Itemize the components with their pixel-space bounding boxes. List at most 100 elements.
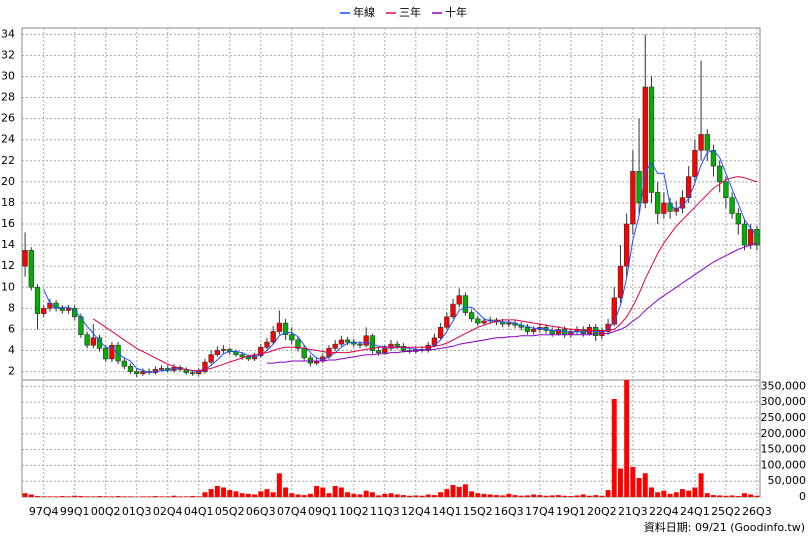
volume-bar — [432, 495, 437, 497]
volume-bar — [289, 493, 294, 497]
volume-bar — [209, 489, 214, 497]
volume-bar — [723, 496, 728, 497]
y-tick-label: 24 — [1, 133, 15, 146]
volume-bar — [109, 496, 114, 497]
candle-body — [289, 335, 294, 340]
x-tick-label: 26Q3 — [742, 505, 772, 518]
volume-bar — [29, 494, 34, 497]
volume-bar — [531, 494, 536, 497]
candle-body — [506, 323, 511, 324]
volume-bar — [327, 493, 332, 497]
candle-body — [662, 203, 667, 214]
y-tick-label: 26 — [1, 112, 15, 125]
volume-bar — [637, 478, 642, 497]
x-tick-label: 09Q1 — [308, 505, 338, 518]
candle-body — [364, 336, 369, 345]
volume-bar — [227, 490, 232, 497]
candle-body — [624, 224, 629, 266]
y-tick-label: 18 — [1, 196, 15, 209]
footnote: 資料日期: 09/21 (Goodinfo.tw) — [644, 520, 805, 534]
volume-bar — [699, 473, 704, 497]
candle-body — [159, 368, 164, 369]
volume-bar — [171, 496, 176, 497]
volume-bar — [426, 494, 431, 497]
candle-body — [438, 327, 443, 338]
y-tick-label: 20 — [1, 175, 15, 188]
candle-body — [134, 372, 139, 374]
x-tick-label: 25Q2 — [711, 505, 741, 518]
y2-tick-label: 350,000 — [761, 379, 807, 392]
candle-body — [693, 150, 698, 176]
volume-bar — [389, 493, 394, 497]
x-tick-label: 21Q3 — [618, 505, 648, 518]
volume-bar — [575, 495, 580, 497]
x-tick-label: 12Q4 — [401, 505, 431, 518]
volume-bar — [556, 495, 561, 497]
volume-bar — [277, 473, 282, 497]
candle-body — [221, 349, 226, 350]
volume-bar — [97, 496, 102, 497]
volume-bar — [264, 489, 269, 497]
candle-body — [122, 361, 127, 366]
volume-bar — [754, 496, 759, 497]
volume-bar — [66, 496, 71, 497]
volume-bar — [196, 496, 201, 497]
x-tick-label: 24Q1 — [680, 505, 710, 518]
volume-bar — [302, 495, 307, 497]
candle-body — [358, 344, 363, 345]
volume-bar — [544, 496, 549, 497]
candle-body — [742, 224, 747, 245]
volume-bar — [463, 484, 468, 497]
candle-body — [631, 171, 636, 224]
volume-bar — [233, 491, 238, 497]
volume-bar — [258, 491, 263, 497]
y2-tick-label: 250,000 — [761, 411, 807, 424]
volume-bar — [271, 492, 276, 497]
volume-bar — [649, 488, 654, 497]
y-tick-label: 2 — [8, 365, 15, 378]
volume-bar — [395, 494, 400, 497]
candle-body — [246, 357, 251, 359]
volume-bar — [41, 496, 46, 497]
x-tick-label: 16Q3 — [494, 505, 524, 518]
candle-body — [649, 87, 654, 192]
candle-body — [475, 319, 480, 323]
legend-label: 三年 — [399, 5, 421, 19]
volume-bar — [178, 496, 183, 497]
candle-body — [637, 171, 642, 203]
volume-bar — [333, 486, 338, 497]
y-tick-label: 34 — [1, 27, 15, 40]
candle-body — [444, 317, 449, 328]
candle-body — [736, 213, 741, 224]
y-tick-label: 6 — [8, 322, 15, 335]
volume-bar — [140, 496, 145, 497]
volume-bar — [488, 494, 493, 497]
volume-bar — [252, 494, 257, 497]
candle-body — [339, 340, 344, 344]
volume-bar — [500, 495, 505, 497]
x-tick-label: 14Q1 — [432, 505, 462, 518]
candle-body — [618, 266, 623, 298]
volume-bar — [730, 495, 735, 497]
volume-bar — [147, 496, 152, 497]
y2-tick-label: 200,000 — [761, 427, 807, 440]
volume-bar — [630, 467, 635, 497]
volume-bar — [661, 491, 666, 497]
candle-body — [128, 366, 133, 371]
volume-bar — [618, 469, 623, 497]
candle-body — [277, 323, 282, 331]
volume-bar — [382, 494, 387, 497]
x-tick-label: 01Q3 — [122, 505, 152, 518]
candle-body — [717, 166, 722, 182]
x-tick-label: 05Q2 — [215, 505, 245, 518]
volume-bar — [736, 496, 741, 497]
y2-tick-label: 50,000 — [768, 474, 807, 487]
y-tick-label: 32 — [1, 48, 15, 61]
y2-tick-label: 300,000 — [761, 395, 807, 408]
volume-bar — [47, 496, 52, 497]
volume-bar — [221, 488, 226, 497]
volume-bar — [283, 488, 288, 497]
candle-body — [91, 338, 96, 345]
candle-body — [612, 298, 617, 324]
